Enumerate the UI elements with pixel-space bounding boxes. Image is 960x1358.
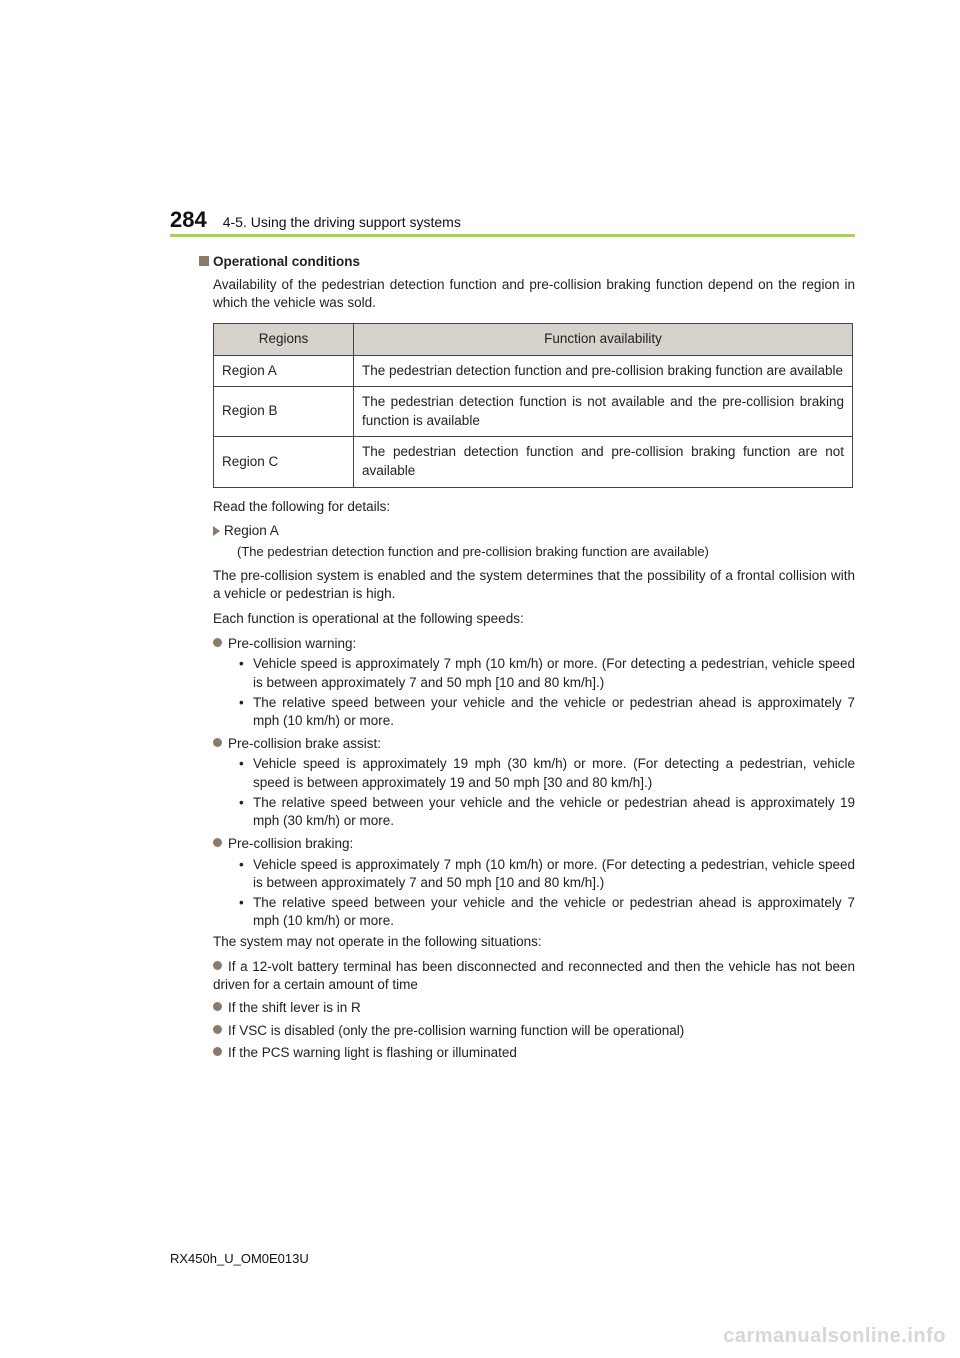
page-header: 284 4-5. Using the driving support syste… <box>170 207 855 233</box>
region-a-line: Region A <box>213 522 855 541</box>
region-function-table: Regions Function availability Region A T… <box>213 323 853 488</box>
subsection-heading: Operational conditions <box>199 253 855 272</box>
page-number: 284 <box>170 207 207 233</box>
list-item: Vehicle speed is approximately 7 mph (10… <box>239 655 855 692</box>
table-cell-desc: The pedestrian detection function is not… <box>354 387 853 437</box>
not-operate-item: If VSC is disabled (only the pre-collisi… <box>213 1022 855 1041</box>
list-item: The relative speed between your vehicle … <box>239 694 855 731</box>
table-header-row: Regions Function availability <box>214 323 853 355</box>
enabled-paragraph: The pre-collision system is enabled and … <box>213 567 855 604</box>
circle-bullet-icon <box>213 638 222 647</box>
not-operate-item-text: If VSC is disabled (only the pre-collisi… <box>228 1023 684 1038</box>
circle-bullet-icon <box>213 838 222 847</box>
group-title-text: Pre-collision warning: <box>228 636 356 651</box>
page-content: Operational conditions Availability of t… <box>199 253 855 1065</box>
group-title: Pre-collision brake assist: <box>213 735 855 754</box>
footer-document-code: RX450h_U_OM0E013U <box>170 1251 309 1266</box>
group-title: Pre-collision warning: <box>213 635 855 654</box>
table-row: Region A The pedestrian detection functi… <box>214 355 853 387</box>
watermark-text: carmanualsonline.info <box>723 1325 946 1348</box>
table-cell-region: Region A <box>214 355 354 387</box>
table-row: Region B The pedestrian detection functi… <box>214 387 853 437</box>
not-operate-item: If the PCS warning light is flashing or … <box>213 1044 855 1063</box>
circle-bullet-icon <box>213 961 222 970</box>
circle-bullet-icon <box>213 1025 222 1034</box>
table-cell-desc: The pedestrian detection function and pr… <box>354 355 853 387</box>
list-item: Vehicle speed is approximately 7 mph (10… <box>239 856 855 893</box>
region-a-note: (The pedestrian detection function and p… <box>237 543 855 561</box>
circle-bullet-icon <box>213 738 222 747</box>
bullet-list: Vehicle speed is approximately 19 mph (3… <box>239 755 855 831</box>
heading-text: Operational conditions <box>213 254 360 269</box>
triangle-bullet-icon <box>213 526 220 536</box>
intro-paragraph: Availability of the pedestrian detection… <box>213 276 855 313</box>
bullet-list: Vehicle speed is approximately 7 mph (10… <box>239 856 855 932</box>
read-following-text: Read the following for details: <box>213 498 855 517</box>
group-title-text: Pre-collision brake assist: <box>228 736 381 751</box>
not-operate-text: The system may not operate in the follow… <box>213 933 855 952</box>
header-rule <box>170 234 855 237</box>
manual-page: 284 4-5. Using the driving support syste… <box>0 0 960 1358</box>
list-item: The relative speed between your vehicle … <box>239 894 855 931</box>
not-operate-item-text: If the PCS warning light is flashing or … <box>228 1045 517 1060</box>
list-item: Vehicle speed is approximately 19 mph (3… <box>239 755 855 792</box>
table-cell-desc: The pedestrian detection function and pr… <box>354 437 853 487</box>
group-title-text: Pre-collision braking: <box>228 836 353 851</box>
circle-bullet-icon <box>213 1047 222 1056</box>
table-row: Region C The pedestrian detection functi… <box>214 437 853 487</box>
each-function-text: Each function is operational at the foll… <box>213 610 855 629</box>
table-header-regions: Regions <box>214 323 354 355</box>
table-cell-region: Region C <box>214 437 354 487</box>
not-operate-item: If a 12-volt battery terminal has been d… <box>213 958 855 995</box>
section-reference: 4-5. Using the driving support systems <box>223 214 461 230</box>
not-operate-item-text: If the shift lever is in R <box>228 1000 361 1015</box>
bullet-list: Vehicle speed is approximately 7 mph (10… <box>239 655 855 731</box>
square-bullet-icon <box>199 256 209 266</box>
table-cell-region: Region B <box>214 387 354 437</box>
group-title: Pre-collision braking: <box>213 835 855 854</box>
not-operate-item: If the shift lever is in R <box>213 999 855 1018</box>
table-header-function: Function availability <box>354 323 853 355</box>
list-item: The relative speed between your vehicle … <box>239 794 855 831</box>
not-operate-item-text: If a 12-volt battery terminal has been d… <box>213 959 855 993</box>
region-a-label: Region A <box>224 523 279 538</box>
circle-bullet-icon <box>213 1002 222 1011</box>
